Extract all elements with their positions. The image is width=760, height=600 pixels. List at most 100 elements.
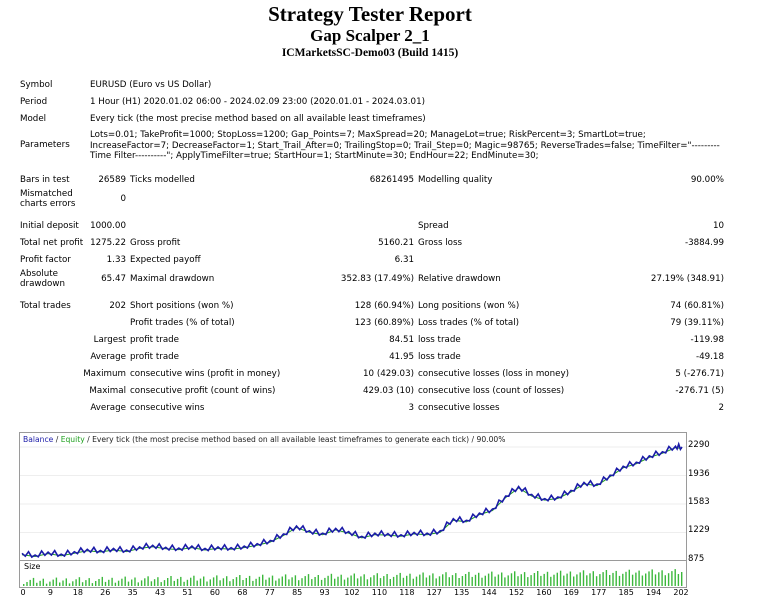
size-bar <box>134 577 136 586</box>
size-bar <box>75 579 77 586</box>
chart-caption: Balance / Equity / Every tick (the most … <box>23 435 505 444</box>
size-bar <box>26 582 28 586</box>
size-bar <box>625 571 627 586</box>
size-bar <box>320 579 323 586</box>
row-deposit: Initial deposit 1000.00 Spread 10 <box>18 218 726 235</box>
size-bar <box>212 577 215 586</box>
size-bar <box>147 576 149 586</box>
size-bar <box>117 580 120 586</box>
spread-value: 10 <box>712 220 724 231</box>
size-bar <box>520 574 522 586</box>
size-bar <box>163 580 166 586</box>
size-bar <box>573 576 575 586</box>
grossprofit-label: Gross profit <box>130 237 181 248</box>
pf-label: Profit factor <box>20 254 71 265</box>
size-bar <box>294 575 297 586</box>
size-bar <box>396 574 398 586</box>
payoff-value: 6.31 <box>394 254 414 265</box>
size-bar <box>29 579 31 586</box>
size-bar <box>239 575 241 586</box>
size-bar <box>55 577 58 586</box>
avg-consec-wins-label: consecutive wins <box>130 402 205 413</box>
size-bar <box>468 571 470 586</box>
size-bar <box>144 578 146 586</box>
equity-line <box>21 447 683 558</box>
size-bar <box>671 571 673 586</box>
maximal-profit-label: consecutive profit (count of wins) <box>130 385 276 396</box>
size-bar <box>59 582 61 586</box>
size-bar <box>180 576 182 586</box>
size-bar <box>582 570 585 586</box>
size-bar <box>638 570 640 586</box>
size-bar <box>677 574 680 586</box>
y-axis: 2290 1936 1583 1229 875 <box>688 432 748 566</box>
size-bar <box>631 574 634 586</box>
size-bar <box>402 577 405 586</box>
report-table: Symbol EURUSD (Euro vs US Dollar) Period… <box>18 77 726 417</box>
row-symbol: Symbol EURUSD (Euro vs US Dollar) <box>18 77 726 94</box>
size-bar <box>661 570 663 586</box>
absdd-value: 65.47 <box>101 273 126 284</box>
size-bar <box>517 576 519 586</box>
size-bar <box>23 584 25 586</box>
size-bar <box>108 579 110 586</box>
loss-trades-label: Loss trades (% of total) <box>418 317 520 328</box>
model-value: Every tick (the most precise method base… <box>90 114 426 124</box>
x-tick-label: 202 <box>673 588 689 597</box>
size-label: Size <box>24 562 41 571</box>
size-bar <box>255 578 257 586</box>
size-bar <box>81 582 84 586</box>
size-bar <box>504 577 506 586</box>
size-bar <box>298 580 300 586</box>
size-bar <box>618 575 621 586</box>
size-bar <box>327 575 329 586</box>
size-bar <box>170 576 172 586</box>
size-bar <box>425 577 428 586</box>
size-bar <box>324 577 326 586</box>
size-bar <box>114 582 117 586</box>
size-bar <box>478 572 480 586</box>
size-bar <box>226 576 228 586</box>
size-bar <box>654 574 657 586</box>
strategy-name: Gap Scalper 2_1 <box>310 26 430 45</box>
chart-plot <box>20 441 686 562</box>
x-tick-label: 127 <box>426 588 442 597</box>
size-bar <box>641 575 644 586</box>
server-build: ICMarketsSC-Demo03 (Build 1415) <box>281 47 459 59</box>
size-bar <box>304 576 306 586</box>
x-tick-label: 118 <box>399 588 415 597</box>
size-bar <box>199 578 202 586</box>
size-bar <box>356 578 359 586</box>
size-bar <box>121 578 123 586</box>
size-bar <box>65 578 67 586</box>
row-period: Period 1 Hour (H1) 2020.01.02 06:00 - 20… <box>18 94 726 111</box>
size-bar <box>510 573 513 586</box>
balance-line <box>21 441 683 559</box>
size-bar <box>412 578 414 586</box>
size-bar <box>527 577 529 586</box>
size-bar <box>196 580 198 586</box>
max-losses-label: consecutive losses (loss in money) <box>418 368 570 379</box>
x-tick-label: 85 <box>292 588 303 597</box>
size-bar <box>39 580 41 586</box>
maximal-loss-value: -276.71 (5) <box>675 385 724 396</box>
average-loss-value: -49.18 <box>695 351 724 362</box>
row-average: Average profit trade 41.95 loss trade -4… <box>18 349 726 366</box>
average-profit-value: 41.95 <box>389 351 414 362</box>
size-bar <box>383 576 385 586</box>
size-bar <box>422 572 424 586</box>
size-bar <box>271 575 274 586</box>
row-profit-factor: Profit factor 1.33 Expected payoff 6.31 <box>18 252 726 269</box>
size-bar <box>386 574 388 586</box>
size-bar <box>252 580 254 586</box>
size-bar <box>435 578 437 586</box>
size-bar <box>589 573 591 586</box>
max-wins-label: consecutive wins (profit in money) <box>130 368 281 379</box>
size-bar <box>258 576 261 586</box>
size-bar <box>451 575 454 586</box>
size-bar <box>366 579 369 586</box>
maximum-label: Maximum <box>83 368 126 379</box>
size-bar <box>311 579 313 586</box>
size-bar <box>193 575 195 586</box>
reldd-label: Relative drawdown <box>418 273 501 284</box>
